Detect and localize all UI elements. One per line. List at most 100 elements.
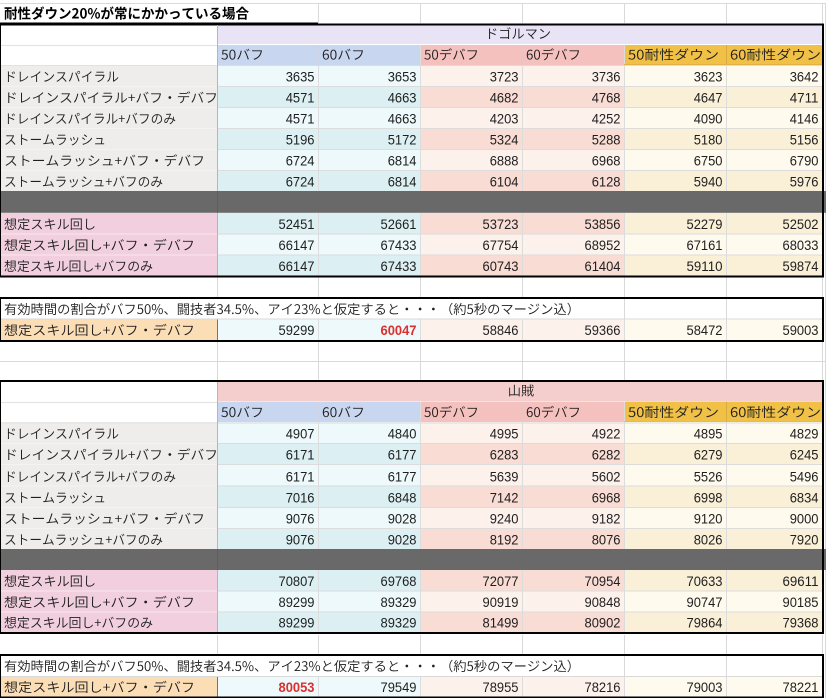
svg-text:80902: 80902 — [585, 615, 621, 631]
svg-text:5976: 5976 — [790, 174, 819, 190]
svg-text:7920: 7920 — [790, 532, 819, 548]
svg-text:9182: 9182 — [592, 511, 621, 527]
svg-text:9028: 9028 — [388, 532, 417, 548]
svg-text:67433: 67433 — [381, 258, 417, 274]
svg-text:68033: 68033 — [783, 237, 819, 253]
svg-text:5156: 5156 — [790, 132, 819, 148]
svg-text:69611: 69611 — [783, 573, 819, 589]
svg-text:5196: 5196 — [286, 132, 315, 148]
svg-text:3653: 3653 — [388, 69, 417, 85]
svg-text:60743: 60743 — [483, 258, 519, 274]
svg-text:78216: 78216 — [585, 679, 621, 695]
svg-text:58472: 58472 — [687, 322, 723, 338]
svg-text:52661: 52661 — [381, 216, 417, 232]
svg-text:70807: 70807 — [279, 573, 315, 589]
svg-text:6814: 6814 — [388, 174, 417, 190]
svg-text:79368: 79368 — [783, 615, 819, 631]
svg-text:3623: 3623 — [694, 69, 723, 85]
svg-text:6724: 6724 — [286, 153, 315, 169]
svg-text:3635: 3635 — [286, 69, 315, 85]
svg-text:67433: 67433 — [381, 237, 417, 253]
svg-text:3736: 3736 — [592, 69, 621, 85]
svg-text:5172: 5172 — [388, 132, 417, 148]
svg-text:8076: 8076 — [592, 532, 621, 548]
svg-text:4895: 4895 — [694, 426, 723, 442]
svg-text:4146: 4146 — [790, 111, 819, 127]
svg-text:79549: 79549 — [381, 679, 417, 695]
svg-text:66147: 66147 — [279, 237, 315, 253]
svg-text:90185: 90185 — [783, 594, 819, 610]
svg-text:6177: 6177 — [388, 447, 417, 463]
svg-text:6834: 6834 — [790, 490, 819, 506]
svg-text:78955: 78955 — [483, 679, 519, 695]
svg-text:6283: 6283 — [490, 447, 519, 463]
svg-text:4711: 4711 — [790, 90, 819, 106]
svg-text:4922: 4922 — [592, 426, 621, 442]
svg-text:89329: 89329 — [381, 594, 417, 610]
svg-text:69768: 69768 — [381, 573, 417, 589]
svg-text:61404: 61404 — [585, 258, 621, 274]
svg-text:59003: 59003 — [783, 322, 819, 338]
svg-text:53856: 53856 — [585, 216, 621, 232]
svg-text:90848: 90848 — [585, 594, 621, 610]
svg-text:6968: 6968 — [592, 490, 621, 506]
svg-text:5526: 5526 — [694, 469, 723, 485]
svg-text:9076: 9076 — [286, 532, 315, 548]
svg-text:6128: 6128 — [592, 174, 621, 190]
svg-text:6171: 6171 — [286, 447, 315, 463]
svg-text:67754: 67754 — [483, 237, 519, 253]
svg-text:5288: 5288 — [592, 132, 621, 148]
svg-text:89299: 89299 — [279, 615, 315, 631]
svg-text:79864: 79864 — [687, 615, 723, 631]
svg-text:4571: 4571 — [286, 90, 315, 106]
svg-text:67161: 67161 — [687, 237, 723, 253]
svg-text:5940: 5940 — [694, 174, 723, 190]
svg-text:9000: 9000 — [790, 511, 819, 527]
svg-text:6968: 6968 — [592, 153, 621, 169]
svg-text:4663: 4663 — [388, 111, 417, 127]
svg-text:59366: 59366 — [585, 322, 621, 338]
svg-text:4907: 4907 — [286, 426, 315, 442]
svg-text:66147: 66147 — [279, 258, 315, 274]
svg-text:4090: 4090 — [694, 111, 723, 127]
svg-text:6814: 6814 — [388, 153, 417, 169]
svg-text:7016: 7016 — [286, 490, 315, 506]
svg-text:6724: 6724 — [286, 174, 315, 190]
svg-text:72077: 72077 — [483, 573, 519, 589]
svg-text:9076: 9076 — [286, 511, 315, 527]
svg-text:6282: 6282 — [592, 447, 621, 463]
svg-text:5602: 5602 — [592, 469, 621, 485]
svg-text:4663: 4663 — [388, 90, 417, 106]
svg-text:59874: 59874 — [783, 258, 819, 274]
svg-text:5324: 5324 — [490, 132, 519, 148]
svg-text:59110: 59110 — [687, 258, 723, 274]
svg-text:6171: 6171 — [286, 469, 315, 485]
svg-text:6998: 6998 — [694, 490, 723, 506]
svg-text:9120: 9120 — [694, 511, 723, 527]
svg-text:6790: 6790 — [790, 153, 819, 169]
svg-text:4571: 4571 — [286, 111, 315, 127]
svg-text:59299: 59299 — [279, 322, 315, 338]
svg-text:81499: 81499 — [483, 615, 519, 631]
svg-text:6279: 6279 — [694, 447, 723, 463]
svg-text:3723: 3723 — [490, 69, 519, 85]
svg-text:4840: 4840 — [388, 426, 417, 442]
svg-text:53723: 53723 — [483, 216, 519, 232]
svg-text:5639: 5639 — [490, 469, 519, 485]
svg-text:4252: 4252 — [592, 111, 621, 127]
svg-text:90747: 90747 — [687, 594, 723, 610]
svg-text:4829: 4829 — [790, 426, 819, 442]
svg-text:7142: 7142 — [490, 490, 519, 506]
svg-text:6104: 6104 — [490, 174, 519, 190]
svg-text:5496: 5496 — [790, 469, 819, 485]
svg-text:4203: 4203 — [490, 111, 519, 127]
svg-text:52451: 52451 — [279, 216, 315, 232]
svg-text:6245: 6245 — [790, 447, 819, 463]
svg-text:58846: 58846 — [483, 322, 519, 338]
svg-text:4995: 4995 — [490, 426, 519, 442]
svg-text:4647: 4647 — [694, 90, 723, 106]
svg-text:4768: 4768 — [592, 90, 621, 106]
svg-text:68952: 68952 — [585, 237, 621, 253]
svg-text:5180: 5180 — [694, 132, 723, 148]
svg-text:4682: 4682 — [490, 90, 519, 106]
